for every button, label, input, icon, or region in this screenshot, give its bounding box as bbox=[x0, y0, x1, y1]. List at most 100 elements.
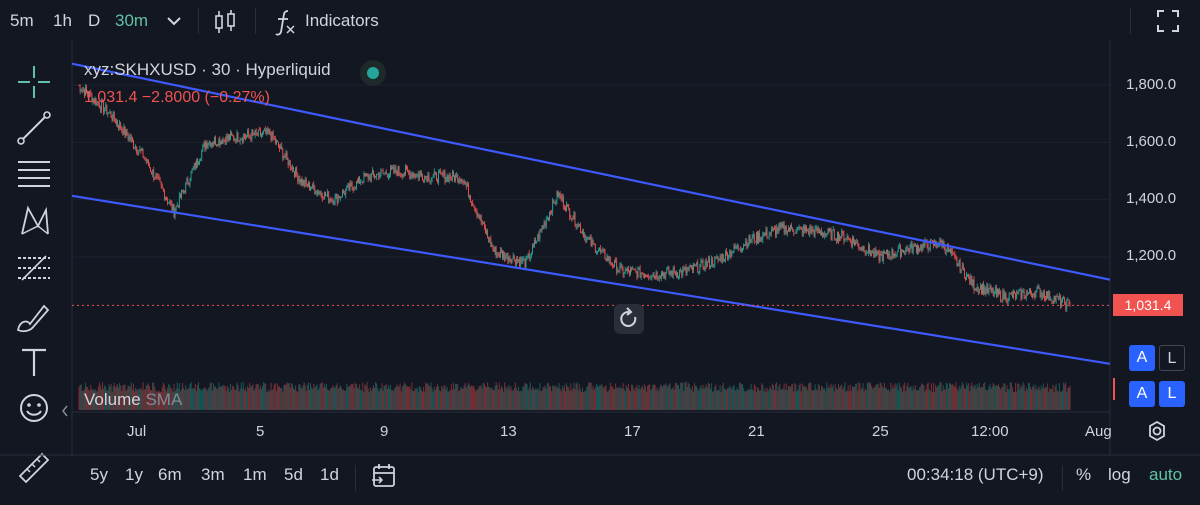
candlestick-icon[interactable] bbox=[213, 9, 237, 35]
candle-body bbox=[749, 235, 751, 242]
candle-body bbox=[424, 175, 426, 182]
candle-body bbox=[466, 184, 468, 187]
candle-body bbox=[407, 168, 408, 172]
emoji-icon[interactable] bbox=[14, 388, 54, 428]
percent-toggle[interactable]: % bbox=[1076, 465, 1092, 484]
candle-body bbox=[441, 172, 443, 174]
range-3m[interactable]: 3m bbox=[201, 465, 225, 484]
volume-bar bbox=[86, 386, 88, 410]
volume-bar bbox=[592, 385, 594, 410]
volume-log-scale-button[interactable]: L bbox=[1159, 381, 1185, 407]
volume-bar bbox=[666, 385, 668, 410]
volume-bar bbox=[935, 384, 937, 410]
interval-30m[interactable]: 30m bbox=[115, 11, 149, 30]
range-1d[interactable]: 1d bbox=[320, 465, 339, 484]
volume-bar bbox=[506, 389, 508, 410]
brush-icon[interactable] bbox=[14, 296, 54, 336]
candle-body bbox=[219, 138, 221, 145]
interval-d[interactable]: D bbox=[88, 11, 101, 30]
volume-bar bbox=[356, 387, 358, 410]
volume-bar bbox=[586, 387, 588, 410]
auto-toggle[interactable]: auto bbox=[1149, 465, 1183, 484]
ruler-icon[interactable] bbox=[14, 448, 54, 488]
candle-body bbox=[923, 243, 925, 247]
candle-body bbox=[785, 225, 787, 235]
range-6m[interactable]: 6m bbox=[158, 465, 182, 484]
symbol-legend[interactable]: xyz:SKHXUSD · 30 · Hyperliquid bbox=[84, 60, 331, 79]
candle-body bbox=[912, 246, 914, 253]
volume-bar bbox=[123, 384, 125, 410]
candle-body bbox=[824, 233, 826, 237]
candle-body bbox=[976, 286, 978, 291]
candle-body bbox=[395, 167, 397, 173]
candle-body bbox=[777, 227, 779, 233]
candle-body bbox=[352, 187, 354, 191]
volume-bar bbox=[1068, 387, 1070, 410]
clock-timezone[interactable]: 00:34:18 (UTC+9) bbox=[907, 465, 1044, 484]
candle-body bbox=[88, 94, 90, 98]
candle-body bbox=[1005, 293, 1007, 302]
candle-body bbox=[421, 173, 422, 176]
indicators-button[interactable]: Indicators bbox=[305, 11, 379, 30]
candle-body bbox=[310, 188, 311, 191]
volume-bar bbox=[793, 391, 795, 410]
candle-body bbox=[908, 248, 910, 253]
log-toggle[interactable]: log bbox=[1108, 465, 1131, 484]
candle-body bbox=[996, 287, 997, 295]
candle-body bbox=[888, 253, 890, 257]
pattern-tool-icon[interactable] bbox=[14, 200, 54, 240]
volume-bar bbox=[1067, 387, 1069, 410]
volume-auto-scale-button[interactable]: A bbox=[1129, 381, 1155, 407]
volume-legend[interactable]: Volume SMA bbox=[84, 390, 182, 410]
fib-retracement-icon[interactable] bbox=[14, 248, 54, 288]
range-1m[interactable]: 1m bbox=[243, 465, 267, 484]
market-status-dot[interactable] bbox=[360, 60, 386, 86]
chevron-down-icon[interactable] bbox=[166, 14, 182, 28]
interval-1h[interactable]: 1h bbox=[53, 11, 72, 30]
candle-body bbox=[141, 148, 143, 151]
function-icon[interactable] bbox=[274, 8, 296, 36]
volume-bar bbox=[193, 388, 195, 410]
candle-body bbox=[482, 221, 484, 224]
volume-bar bbox=[244, 388, 246, 410]
volume-bar bbox=[127, 385, 129, 410]
candle-body bbox=[429, 181, 431, 182]
volume-bar bbox=[1039, 390, 1041, 410]
trendline-tool-icon[interactable] bbox=[14, 108, 54, 148]
horizontal-lines-icon[interactable] bbox=[14, 154, 54, 194]
volume-bar bbox=[966, 382, 968, 410]
candle-body bbox=[200, 159, 202, 161]
reset-chart-button[interactable] bbox=[614, 304, 644, 334]
candle-body bbox=[207, 144, 209, 148]
candle-body bbox=[853, 237, 854, 242]
trend-channel[interactable] bbox=[71, 62, 1111, 365]
candle-body bbox=[881, 254, 883, 261]
crosshair-icon[interactable] bbox=[14, 62, 54, 102]
candle-body bbox=[742, 248, 743, 250]
interval-5m[interactable]: 5m bbox=[10, 11, 34, 30]
text-tool-icon[interactable] bbox=[14, 342, 54, 382]
goto-date-icon[interactable] bbox=[370, 462, 398, 490]
volume-bar bbox=[888, 389, 890, 410]
volume-bar bbox=[772, 385, 774, 410]
volume-bar bbox=[440, 391, 442, 410]
range-5y[interactable]: 5y bbox=[90, 465, 108, 484]
range-1y[interactable]: 1y bbox=[125, 465, 143, 484]
fullscreen-icon[interactable] bbox=[1157, 10, 1179, 32]
auto-scale-button[interactable]: A bbox=[1129, 345, 1155, 371]
candle-body bbox=[176, 204, 178, 206]
volume-bar bbox=[312, 389, 314, 410]
volume-bar bbox=[196, 384, 198, 410]
volume-bar bbox=[548, 385, 550, 410]
candle-body bbox=[752, 234, 754, 238]
volume-bar bbox=[173, 384, 175, 410]
collapse-toolbar-icon[interactable] bbox=[61, 404, 69, 418]
volume-bar bbox=[979, 387, 981, 410]
volume-bar bbox=[301, 388, 303, 410]
candle-body bbox=[800, 227, 802, 229]
settings-icon[interactable] bbox=[1146, 420, 1168, 442]
range-5d[interactable]: 5d bbox=[284, 465, 303, 484]
volume-bar bbox=[585, 390, 587, 410]
log-scale-button[interactable]: L bbox=[1159, 345, 1185, 371]
